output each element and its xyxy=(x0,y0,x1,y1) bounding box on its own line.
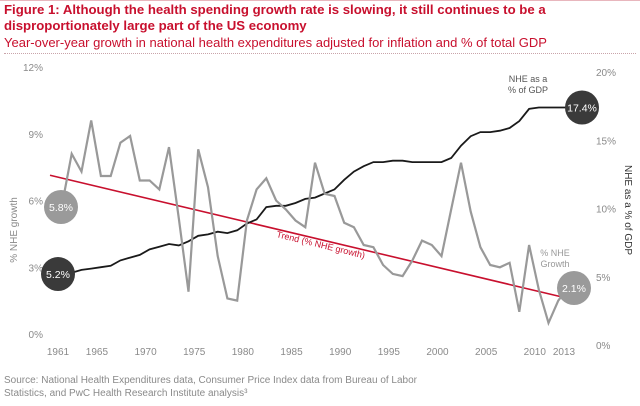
right-axis-ticks: 0% 5% 10% 15% 20% xyxy=(596,68,616,352)
x-tick-label: 2010 xyxy=(524,347,547,358)
right-axis-label: NHE as a % of GDP xyxy=(622,165,633,255)
source-note: Source: National Health Expenditures dat… xyxy=(4,375,418,399)
nhe-gdp-line xyxy=(61,106,568,275)
right-tick-label: 10% xyxy=(596,205,616,216)
left-axis-label: % NHE growth xyxy=(9,197,20,263)
growth-end-value: 2.1% xyxy=(562,283,586,295)
top-border xyxy=(0,0,640,1)
left-tick-label: 9% xyxy=(29,130,44,141)
gdp-callout-line1: NHE as a xyxy=(509,74,548,84)
left-tick-label: 12% xyxy=(23,63,43,74)
growth-callout-line2: Growth xyxy=(540,259,569,269)
circle-gdp-end: 17.4% xyxy=(565,90,599,125)
left-tick-label: 0% xyxy=(29,330,44,341)
growth-start-value: 5.8% xyxy=(49,202,73,214)
x-tick-label: 1975 xyxy=(183,347,206,358)
figure-title: Figure 1: Although the health spending g… xyxy=(4,2,546,33)
circle-growth-start: 5.8% xyxy=(44,190,78,224)
x-tick-label: 1990 xyxy=(329,347,352,358)
trend-line xyxy=(49,174,569,300)
x-tick-label: 1995 xyxy=(378,347,401,358)
nhe-growth-line xyxy=(60,120,569,327)
left-tick-label: 6% xyxy=(29,197,44,208)
x-tick-label: 1970 xyxy=(134,347,157,358)
gdp-end-value: 17.4% xyxy=(567,102,597,114)
x-tick-label: 1965 xyxy=(86,347,109,358)
gdp-callout-line2: % of GDP xyxy=(508,85,548,95)
figure-subtitle: Year-over-year growth in national health… xyxy=(4,35,547,50)
x-tick-label: 2013 xyxy=(553,347,576,358)
x-tick-label: 2005 xyxy=(475,347,498,358)
left-axis-ticks: 0% 3% 6% 9% 12% xyxy=(23,63,43,341)
x-tick-label: 1985 xyxy=(280,347,303,358)
right-tick-label: 20% xyxy=(596,68,616,79)
left-tick-label: 3% xyxy=(29,263,44,274)
circle-growth-end: 2.1% xyxy=(557,271,591,305)
right-tick-label: 5% xyxy=(596,273,611,284)
x-tick-label: 2000 xyxy=(426,347,449,358)
gdp-start-value: 5.2% xyxy=(46,269,70,281)
right-tick-label: 15% xyxy=(596,136,616,147)
growth-callout-line1: % NHE xyxy=(540,248,570,258)
x-tick-label: 1980 xyxy=(232,347,255,358)
dotted-divider xyxy=(4,53,636,54)
trend-label: Trend (% NHE growth) xyxy=(276,229,366,260)
x-tick-label: 1961 xyxy=(47,347,70,358)
circle-gdp-start: 5.2% xyxy=(41,257,75,292)
right-tick-label: 0% xyxy=(596,341,611,352)
x-axis-ticks: 1961 1965 1970 1975 1980 1985 1990 1995 2000 2005… xyxy=(47,347,576,358)
